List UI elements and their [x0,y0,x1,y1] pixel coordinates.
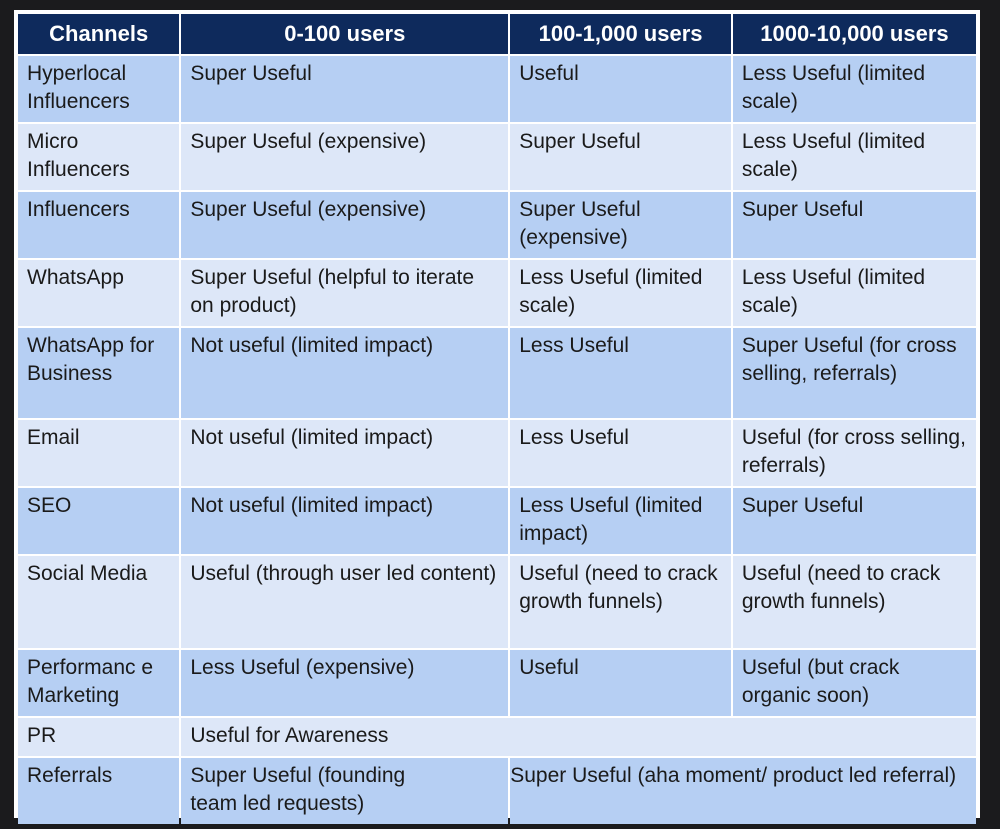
table-row: Social Media Useful (through user led co… [18,556,976,648]
cell-100-1000: Super Useful (expensive) [510,192,731,258]
cell-0-100: Super Useful (helpful to iterate on prod… [181,260,509,326]
table-row: Performanc e Marketing Less Useful (expe… [18,650,976,716]
table-container: Channels 0-100 users 100-1,000 users 100… [14,10,980,824]
channel-cell: Email [18,420,180,486]
channel-cell: Micro Influencers [18,124,180,190]
cell-0-100: Not useful (limited impact) [181,420,509,486]
channel-cell: Influencers [18,192,180,258]
cell-0-100: Less Useful (expensive) [181,650,509,716]
table-row: Email Not useful (limited impact) Less U… [18,420,976,486]
header-row: Channels 0-100 users 100-1,000 users 100… [18,14,976,54]
channel-cell: Referrals [18,758,180,824]
cell-all-stages: Useful for Awareness [181,718,976,756]
channel-cell: Social Media [18,556,180,648]
cell-1000-10000: Less Useful (limited scale) [732,260,976,326]
cell-100-1000: Less Useful [510,328,731,418]
cell-0-100: Super Useful [181,56,509,122]
table-row: Referrals Super Useful (founding team le… [18,758,976,824]
cell-100-1000: Useful (need to crack growth funnels) [510,556,731,648]
table-row: SEO Not useful (limited impact) Less Use… [18,488,976,554]
header-100-1000-users: 100-1,000 users [510,14,731,54]
channel-cell: Hyperlocal Influencers [18,56,180,122]
cell-0-100: Super Useful (expensive) [181,192,509,258]
header-0-100-users: 0-100 users [181,14,509,54]
cell-1000-10000: Less Useful (limited scale) [732,56,976,122]
channel-cell: Performanc e Marketing [18,650,180,716]
cell-1000-10000: Super Useful [732,192,976,258]
cell-100-1000: Useful [510,56,731,122]
table-row: Micro Influencers Super Useful (expensiv… [18,124,976,190]
cell-1000-10000: Useful (for cross selling, referrals) [732,420,976,486]
table-row: Influencers Super Useful (expensive) Sup… [18,192,976,258]
cell-0-100: Super Useful (expensive) [181,124,509,190]
cell-100-1000: Less Useful [510,420,731,486]
cell-100-1000: Super Useful [510,124,731,190]
table-row: WhatsApp for Business Not useful (limite… [18,328,976,418]
cell-100-1000: Less Useful (limited impact) [510,488,731,554]
cell-100-1000: Less Useful (limited scale) [510,260,731,326]
cell-100-10000: Super Useful (aha moment/ product led re… [510,758,976,824]
channel-cell: SEO [18,488,180,554]
cell-0-100: Not useful (limited impact) [181,328,509,418]
cell-1000-10000: Useful (need to crack growth funnels) [732,556,976,648]
cell-1000-10000: Super Useful [732,488,976,554]
cell-100-1000: Useful [510,650,731,716]
cell-0-100: Super Useful (founding team led requests… [181,758,509,824]
table-row: WhatsApp Super Useful (helpful to iterat… [18,260,976,326]
table-row: Hyperlocal Influencers Super Useful Usef… [18,56,976,122]
cell-1000-10000: Super Useful (for cross selling, referra… [732,328,976,418]
header-1000-10000-users: 1000-10,000 users [732,14,976,54]
table-row: PR Useful for Awareness [18,718,976,756]
cell-1000-10000: Less Useful (limited scale) [732,124,976,190]
channel-cell: WhatsApp [18,260,180,326]
channel-cell: WhatsApp for Business [18,328,180,418]
cell-1000-10000: Useful (but crack organic soon) [732,650,976,716]
channel-usefulness-table: Channels 0-100 users 100-1,000 users 100… [16,12,978,826]
cell-0-100: Useful (through user led content) [181,556,509,648]
cell-0-100: Not useful (limited impact) [181,488,509,554]
channel-cell: PR [18,718,180,756]
header-channels: Channels [18,14,180,54]
